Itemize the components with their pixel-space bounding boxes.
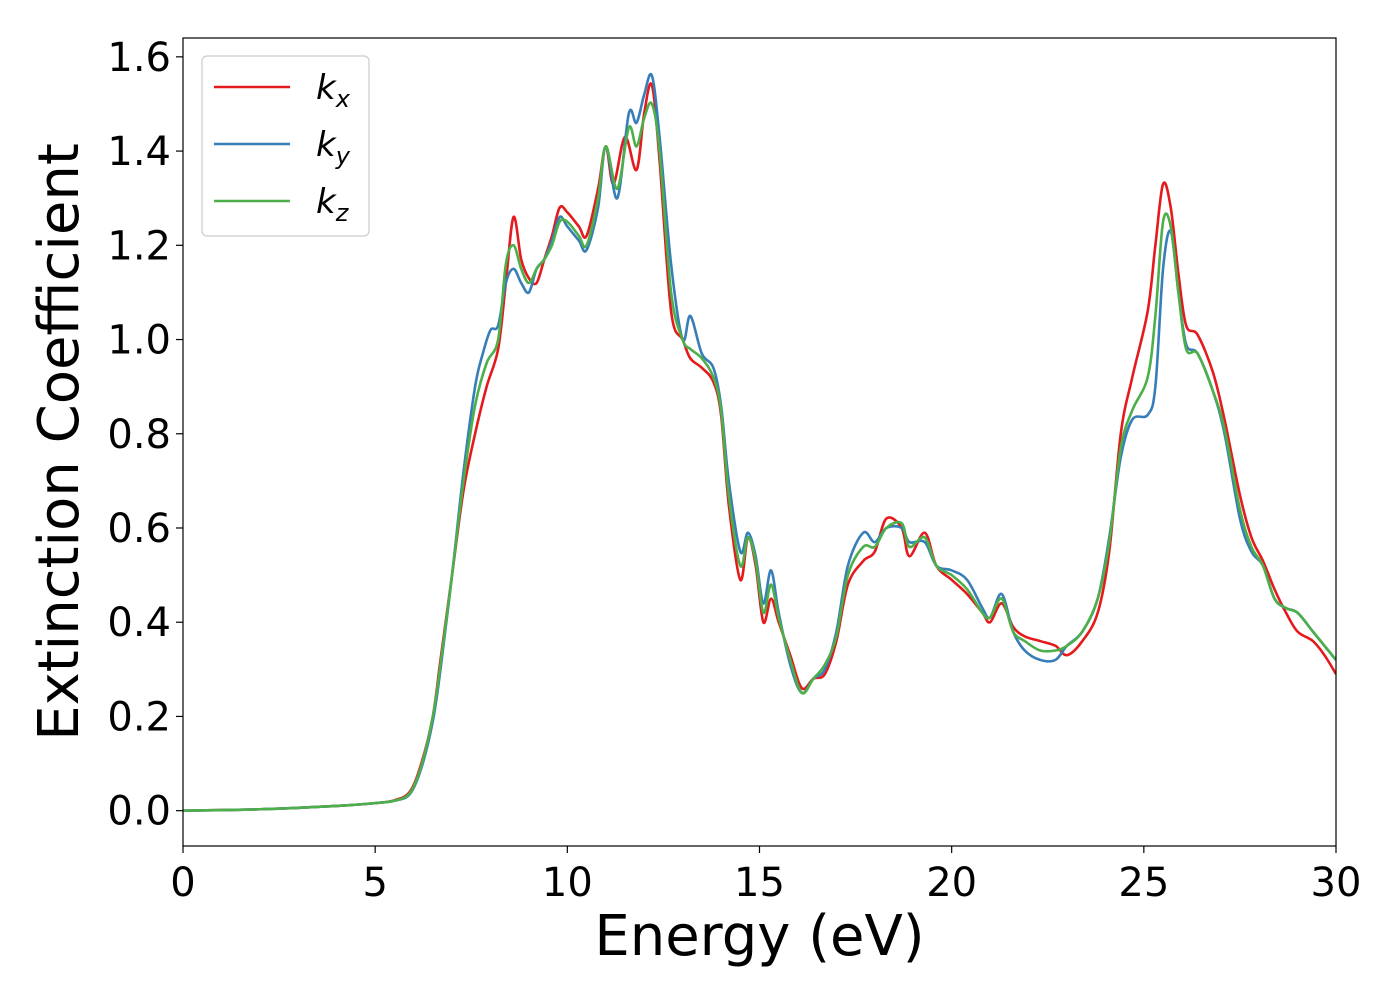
x-tick-label: 0 [170, 860, 195, 906]
y-tick-label: 1.4 [107, 129, 171, 175]
legend-box [201, 55, 370, 237]
legend-label-kz: kz [316, 182, 350, 227]
legend-label-base: k [316, 68, 337, 108]
y-tick-label: 1.0 [107, 318, 171, 364]
y-axis: 0.0 0.2 0.4 0.6 0.8 1.0 1.2 1.4 1.6 [107, 35, 183, 835]
x-tick-label: 25 [1118, 860, 1169, 906]
y-tick-label: 1.6 [107, 35, 171, 81]
legend-label-ky: ky [316, 125, 351, 170]
x-tick-label: 20 [926, 860, 977, 906]
legend-label-subscript: y [335, 142, 351, 170]
legend-label-kx: kx [316, 68, 351, 113]
legend-label-subscript: x [335, 85, 351, 113]
y-tick-label: 0.2 [107, 694, 171, 740]
y-tick-label: 1.2 [107, 223, 171, 269]
series-line-kz [183, 101, 1336, 812]
y-tick-label: 0.8 [107, 412, 171, 458]
legend-label-base: k [316, 125, 337, 165]
legend-label-base: k [316, 182, 337, 222]
y-tick-label: 0.4 [107, 600, 171, 646]
x-tick-label: 30 [1311, 860, 1362, 906]
y-tick-label: 0.6 [107, 506, 171, 552]
x-axis: 0 5 10 15 20 25 30 [170, 846, 1361, 906]
series-line-ky [183, 72, 1336, 812]
x-tick-label: 15 [734, 860, 785, 906]
y-tick-label: 0.0 [107, 789, 171, 835]
x-axis-label: Energy (eV) [594, 904, 924, 969]
x-tick-label: 5 [362, 860, 387, 906]
series-layer [183, 72, 1336, 812]
x-tick-label: 10 [542, 860, 593, 906]
y-axis-label: Extinction Coefficient [27, 143, 92, 741]
legend-label-subscript: z [335, 199, 350, 227]
